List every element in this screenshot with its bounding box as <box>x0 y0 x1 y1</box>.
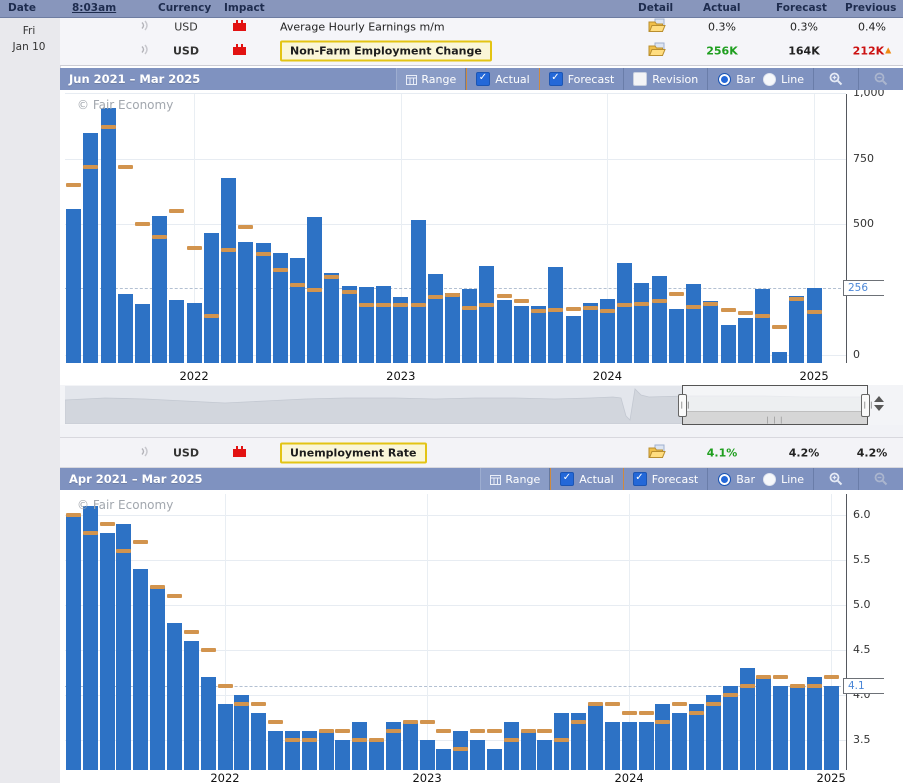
calendar-header: Date 8:03am Currency Impact Detail Actua… <box>0 0 903 18</box>
nfp-chart-toolbar: Jun 2021 – Mar 2025 Range Actual Forecas… <box>60 68 903 90</box>
actual-value: 256K <box>706 44 738 58</box>
revision-up-icon: ▲ <box>885 45 892 55</box>
sound-icon <box>138 44 150 59</box>
currency-label: USD <box>173 446 199 459</box>
radio-bar-selected[interactable] <box>718 472 732 486</box>
calendar-icon <box>490 474 502 485</box>
col-currency: Currency <box>158 2 212 14</box>
date-column: Fri Jan 10 <box>0 17 61 783</box>
sound-icon <box>138 445 150 460</box>
event-row-unemployment: USD Unemployment Rate 4.1% 4.2% 4.2% <box>60 437 903 468</box>
event-row-ahe: USD Average Hourly Earnings m/m 0.3% 0.3… <box>60 17 903 38</box>
time-link[interactable]: 8:03am <box>72 2 117 14</box>
zoom-in-button[interactable] <box>813 68 858 90</box>
checkbox-checked-icon <box>632 472 647 486</box>
range-selector-track[interactable]: ❘❘❘ ❘❘ ❘❘ <box>64 385 874 425</box>
selected-range-window[interactable]: ❘❘❘ <box>682 385 868 425</box>
forecast-toggle[interactable]: Forecast <box>538 68 624 90</box>
impact-high-icon <box>233 445 246 460</box>
chart-period-title: Jun 2021 – Mar 2025 <box>69 72 201 86</box>
currency-label: USD <box>174 20 198 34</box>
range-handle-left[interactable]: ❘❘ <box>678 394 691 417</box>
actual-value: 4.1% <box>706 446 738 459</box>
col-forecast: Forecast <box>776 2 827 14</box>
detail-folder-icon[interactable] <box>648 18 666 36</box>
nfp-chart-block <box>60 68 903 385</box>
forecast-value: 4.2% <box>788 446 820 459</box>
previous-value: 0.4% <box>858 20 886 34</box>
forecast-value: 0.3% <box>790 20 818 34</box>
previous-value: 4.2% <box>856 446 888 459</box>
checkbox-checked-icon <box>476 72 491 86</box>
radio-line[interactable] <box>763 472 777 486</box>
radio-bar-selected[interactable] <box>718 72 732 86</box>
forecast-value: 164K <box>788 44 820 58</box>
col-previous: Previous <box>845 2 897 14</box>
unemployment-chart-toolbar: Apr 2021 – Mar 2025 Range Actual Forecas… <box>60 468 903 490</box>
event-title-highlighted[interactable]: Unemployment Rate <box>280 442 427 463</box>
detail-folder-icon[interactable] <box>648 444 666 461</box>
revision-toggle[interactable]: Revision <box>623 68 707 90</box>
zoom-out-button[interactable] <box>858 68 903 90</box>
checkbox-unchecked-icon <box>633 72 648 86</box>
event-row-nfp: USD Non-Farm Employment Change 256K 164K… <box>60 37 903 66</box>
date-label: Jan 10 <box>12 41 46 53</box>
impact-high-icon <box>233 44 246 58</box>
col-detail: Detail <box>638 2 674 14</box>
radio-line[interactable] <box>763 72 777 86</box>
bar-line-switch: Bar Line <box>707 468 813 490</box>
event-title-highlighted[interactable]: Non-Farm Employment Change <box>280 40 492 62</box>
zoom-in-button[interactable] <box>813 468 858 490</box>
range-scrollbar[interactable]: ❘❘❘ <box>683 411 867 424</box>
range-spinner[interactable] <box>874 396 886 411</box>
previous-value: 212K▲ <box>852 44 892 58</box>
weekday-label: Fri <box>22 25 36 37</box>
col-date: Date <box>8 2 36 14</box>
actual-toggle[interactable]: Actual <box>550 468 622 490</box>
actual-toggle[interactable]: Actual <box>466 68 538 90</box>
actual-value: 0.3% <box>708 20 736 34</box>
spinner-down-icon <box>874 405 884 411</box>
range-button[interactable]: Range <box>480 468 551 490</box>
chart-period-title: Apr 2021 – Mar 2025 <box>69 472 203 486</box>
range-handle-right[interactable]: ❘❘ <box>861 394 874 417</box>
forecast-toggle[interactable]: Forecast <box>622 468 708 490</box>
event-title[interactable]: Average Hourly Earnings m/m <box>280 20 445 34</box>
col-impact: Impact <box>224 2 265 14</box>
checkbox-checked-icon <box>560 472 575 486</box>
sound-icon <box>138 20 150 35</box>
bar-line-switch: Bar Line <box>707 68 813 90</box>
unemployment-chart-block <box>60 468 903 783</box>
spinner-up-icon <box>874 396 884 402</box>
impact-high-icon <box>233 20 246 34</box>
range-button[interactable]: Range <box>396 68 467 90</box>
zoom-out-button[interactable] <box>858 468 903 490</box>
spacer <box>60 425 903 437</box>
scrollbar-grip[interactable]: ❘❘❘ <box>764 416 786 424</box>
currency-label: USD <box>173 44 199 58</box>
range-selector: ❘❘❘ ❘❘ ❘❘ <box>60 385 903 425</box>
col-actual: Actual <box>703 2 741 14</box>
detail-folder-icon[interactable] <box>648 42 666 60</box>
calendar-icon <box>406 74 418 85</box>
checkbox-checked-icon <box>548 72 563 86</box>
